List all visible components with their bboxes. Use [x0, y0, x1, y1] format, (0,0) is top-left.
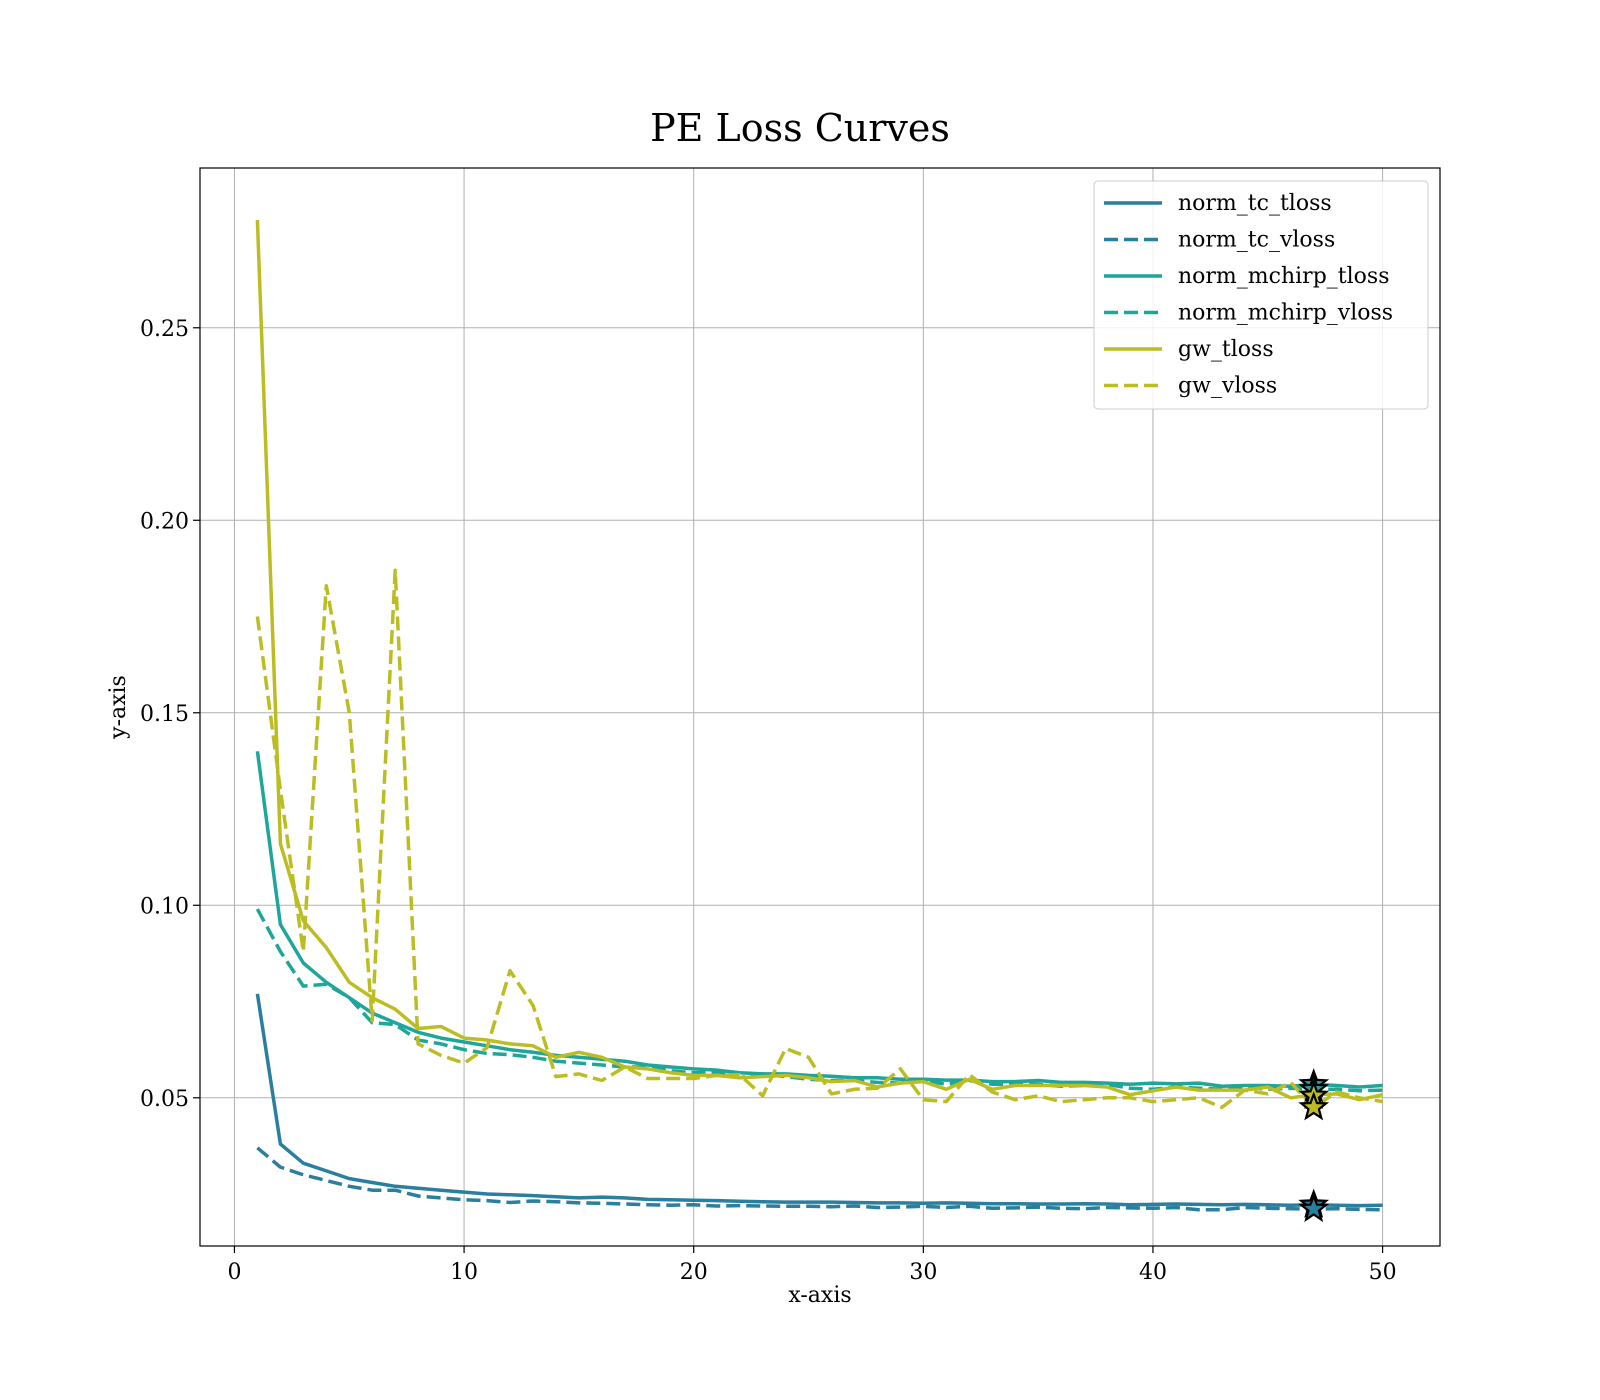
legend-label-norm-tc-vloss: norm_tc_vloss — [1178, 228, 1335, 253]
x-axis-ticks: 0 10 20 30 40 50 — [227, 1246, 1397, 1285]
y-tick-label: 0.10 — [140, 894, 189, 919]
chart-title: PE Loss Curves — [650, 106, 950, 150]
plot-frame — [199, 167, 1441, 1247]
y-axis-label: y-axis — [106, 675, 131, 740]
best-epoch-star-norm-tc-vloss — [1298, 1192, 1330, 1223]
series-line-norm-tc-tloss — [255, 993, 1383, 1208]
x-tick-label: 10 — [450, 1260, 478, 1285]
legend-label-gw-tloss: gw_tloss — [1178, 337, 1274, 362]
legend-label-norm-mchirp-tloss: norm_mchirp_tloss — [1178, 264, 1389, 289]
series-line-gw-vloss — [255, 568, 1383, 1110]
x-tick-label: 50 — [1369, 1260, 1397, 1285]
series-line-norm-mchirp-tloss — [255, 751, 1383, 1089]
legend-box — [1093, 180, 1429, 410]
legend-label-gw-vloss: gw_vloss — [1178, 374, 1277, 399]
series-layer — [255, 219, 1383, 1212]
x-tick-label: 20 — [680, 1260, 708, 1285]
x-tick-label: 40 — [1139, 1260, 1167, 1285]
x-axis-label: x-axis — [788, 1283, 851, 1308]
y-axis-ticks: 0.05 0.10 0.15 0.20 0.25 — [140, 317, 200, 1112]
legend: norm_tc_tloss norm_tc_vloss norm_mchirp_tl… — [1093, 180, 1429, 410]
y-tick-label: 0.25 — [140, 317, 189, 342]
best-epoch-star-gw-vloss — [1298, 1091, 1330, 1121]
best-marker-layer — [1298, 1068, 1330, 1223]
series-line-norm-mchirp-vloss — [255, 908, 1383, 1093]
y-tick-label: 0.20 — [140, 509, 189, 534]
x-tick-label: 30 — [909, 1260, 937, 1285]
y-tick-label: 0.15 — [140, 702, 189, 727]
x-tick-label: 0 — [227, 1260, 241, 1285]
legend-label-norm-mchirp-vloss: norm_mchirp_vloss — [1178, 301, 1393, 326]
y-tick-label: 0.05 — [140, 1087, 189, 1112]
series-line-norm-tc-vloss — [256, 1146, 1383, 1212]
legend-label-norm-tc-tloss: norm_tc_tloss — [1178, 191, 1332, 216]
series-line-gw-tloss — [255, 219, 1383, 1102]
